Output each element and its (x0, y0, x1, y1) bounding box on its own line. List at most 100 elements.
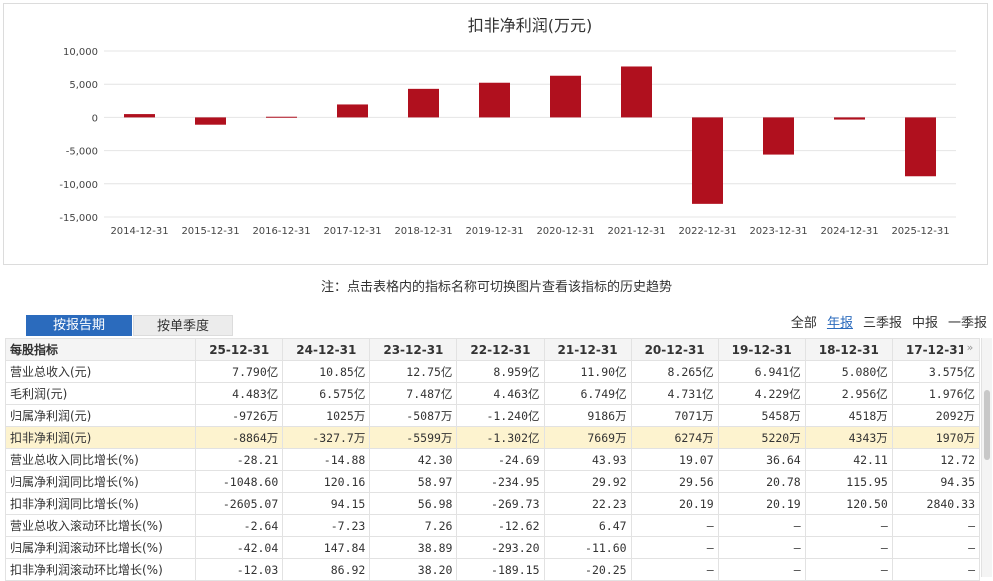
table-row: 营业总收入同比增长(%) -28.21 -14.88 42.30 -24.69 43.93… (4, 448, 981, 471)
value-cell: 5458万 (717, 404, 806, 427)
value-cell: -8864万 (195, 426, 284, 449)
indicator-name-cell[interactable]: 扣非净利润滚动环比增长(%) (4, 558, 197, 581)
indicator-name-cell[interactable]: 营业总收入同比增长(%) (4, 448, 197, 471)
y-tick-label: -5,000 (66, 147, 98, 158)
bar[interactable] (621, 66, 652, 118)
value-cell: 29.92 (543, 470, 632, 493)
table-header-row: 每股指标 25-12-31 24-12-31 23-12-31 22-12-31 21-1… (4, 338, 981, 361)
bar[interactable] (337, 104, 368, 118)
value-cell: -1.240亿 (456, 404, 545, 427)
value-cell: 6.47 (543, 514, 632, 537)
indicator-name-cell[interactable]: 营业总收入(元) (4, 360, 197, 383)
x-tick-label: 2014-12-31 (110, 226, 168, 237)
period-link[interactable]: 年报 (826, 316, 853, 331)
value-cell: 8.959亿 (456, 360, 545, 383)
value-cell: 7.487亿 (369, 382, 458, 405)
value-cell: 20.19 (630, 492, 719, 515)
indicator-name-cell[interactable]: 归属净利润(元) (4, 404, 197, 427)
value-cell: -11.60 (543, 536, 632, 559)
x-tick-label: 2021-12-31 (607, 226, 665, 237)
period-link[interactable]: 全部 (790, 316, 817, 331)
value-cell: 5220万 (717, 426, 806, 449)
value-cell: 38.20 (369, 558, 458, 581)
value-cell: 94.15 (282, 492, 371, 515)
value-cell: 7.790亿 (195, 360, 284, 383)
bar[interactable] (692, 117, 723, 204)
x-tick-label: 2017-12-31 (323, 226, 381, 237)
period-link[interactable]: 中报 (911, 316, 938, 331)
indicator-name-cell[interactable]: 毛利润(元) (4, 382, 197, 405)
value-cell: 4.229亿 (717, 382, 806, 405)
bar[interactable] (834, 117, 865, 120)
value-cell: 12.75亿 (369, 360, 458, 383)
value-cell: -1048.60 (195, 470, 284, 493)
value-cell: 1970万 (891, 426, 981, 449)
value-cell: — (891, 536, 981, 559)
double-chevron-right-icon[interactable]: » (963, 339, 977, 357)
value-cell: -189.15 (456, 558, 545, 581)
chart-note: 注：点击表格内的指标名称可切换图片查看该指标的历史趋势 (320, 280, 672, 295)
value-cell: 3.575亿 (891, 360, 981, 383)
period-link[interactable]: 一季报 (947, 316, 987, 331)
indicator-name-cell[interactable]: 归属净利润滚动环比增长(%) (4, 536, 197, 559)
tab-by-quarter[interactable]: 按单季度 (133, 315, 233, 336)
scrollbar-thumb[interactable] (984, 390, 990, 460)
bar[interactable] (550, 75, 581, 118)
value-cell: 42.11 (804, 448, 893, 471)
value-cell: 6.575亿 (282, 382, 371, 405)
vertical-scrollbar[interactable] (981, 338, 992, 577)
tab-by-period[interactable]: 按报告期 (26, 315, 132, 336)
value-cell: 43.93 (543, 448, 632, 471)
x-tick-label: 2023-12-31 (749, 226, 807, 237)
value-cell: — (630, 558, 719, 581)
value-cell: — (891, 514, 981, 537)
table-row: 营业总收入滚动环比增长(%) -2.64 -7.23 7.26 -12.62 6.47— —… (4, 514, 981, 537)
value-cell: 19.07 (630, 448, 719, 471)
table-row: 毛利润(元) 4.483亿 6.575亿 7.487亿 4.463亿 6.749亿 4.73… (4, 382, 981, 405)
x-tick-label: 2016-12-31 (252, 226, 310, 237)
value-cell: 115.95 (804, 470, 893, 493)
indicator-name-cell[interactable]: 营业总收入滚动环比增长(%) (4, 514, 197, 537)
bar[interactable] (905, 117, 936, 177)
chart-title: 扣非净利润(万元) (468, 16, 593, 35)
value-cell: 120.16 (282, 470, 371, 493)
value-cell: -5599万 (369, 426, 458, 449)
value-cell: -269.73 (456, 492, 545, 515)
bar[interactable] (408, 88, 439, 118)
bar[interactable] (763, 117, 794, 155)
indicator-name-cell[interactable]: 扣非净利润(元) (4, 426, 197, 449)
value-cell: 4518万 (804, 404, 893, 427)
value-cell: -20.25 (543, 558, 632, 581)
table-header-date: 19-12-31 (717, 338, 806, 361)
table-header-date: 24-12-31 (282, 338, 371, 361)
value-cell: 42.30 (369, 448, 458, 471)
value-cell: 38.89 (369, 536, 458, 559)
table-row: 归属净利润(元) -9726万 1025万 -5087万 -1.240亿 9186万 707… (4, 404, 981, 427)
value-cell: -12.03 (195, 558, 284, 581)
value-cell: -42.04 (195, 536, 284, 559)
value-cell: 147.84 (282, 536, 371, 559)
value-cell: -327.7万 (282, 426, 371, 449)
value-cell: 5.080亿 (804, 360, 893, 383)
indicator-name-cell[interactable]: 扣非净利润同比增长(%) (4, 492, 197, 515)
value-cell: -14.88 (282, 448, 371, 471)
bar[interactable] (124, 114, 155, 118)
value-cell: 12.72 (891, 448, 981, 471)
value-cell: 6.749亿 (543, 382, 632, 405)
y-tick-label: -15,000 (59, 213, 98, 224)
indicator-name-cell[interactable]: 归属净利润同比增长(%) (4, 470, 197, 493)
value-cell: 20.19 (717, 492, 806, 515)
value-cell: -7.23 (282, 514, 371, 537)
bar[interactable] (195, 117, 226, 125)
value-cell: 6.941亿 (717, 360, 806, 383)
x-tick-label: 2015-12-31 (181, 226, 239, 237)
bar[interactable] (266, 116, 297, 118)
bar[interactable] (479, 82, 510, 118)
x-tick-label: 2024-12-31 (820, 226, 878, 237)
value-cell: -24.69 (456, 448, 545, 471)
chart-panel: 扣非净利润(万元) 10,000 5,000 0 -5,000 -10,000 -15,00… (3, 3, 988, 265)
value-cell: 2.956亿 (804, 382, 893, 405)
value-cell: 4.463亿 (456, 382, 545, 405)
period-link[interactable]: 三季报 (862, 316, 902, 331)
value-cell: — (630, 514, 719, 537)
